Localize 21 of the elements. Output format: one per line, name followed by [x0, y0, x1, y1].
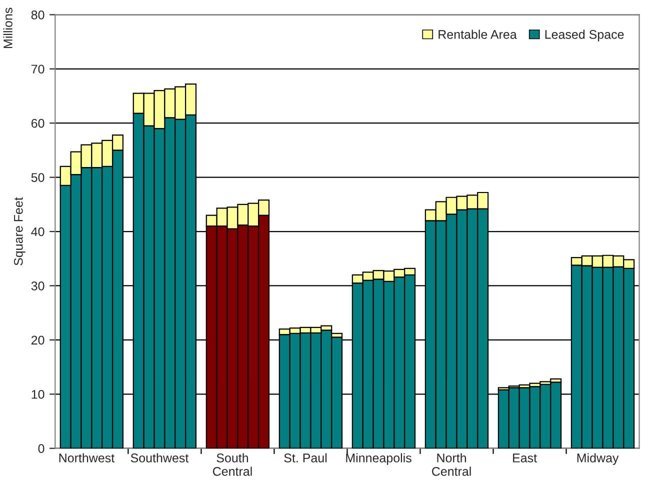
y-tick-label: 30 — [31, 282, 44, 290]
y-tick-label: 10 — [32, 390, 44, 399]
y-axis-title: Square Feet — [14, 197, 26, 266]
legend-label: Rentable Area — [438, 30, 517, 39]
legend-label: Leased Space — [545, 30, 624, 42]
x-tick-label: Midway — [577, 453, 619, 465]
y-tick-label: 80 — [31, 10, 44, 20]
x-tick-label: Northwest — [59, 453, 114, 462]
y-tick-label: 0 — [38, 444, 44, 453]
x-tick-label: East — [513, 454, 537, 462]
x-tick-label: Minneapolis — [346, 453, 412, 465]
x-tick-label: Southwest — [130, 453, 189, 462]
y-tick-label: 50 — [31, 173, 44, 182]
y-tick-label: 40 — [31, 227, 44, 236]
x-tick-label: St. Paul — [284, 453, 327, 462]
text: Millions — [3, 8, 12, 48]
x-tick-label: South Central — [212, 453, 252, 476]
y-tick-label: 70 — [31, 64, 44, 74]
y-tick-label: 60 — [31, 118, 44, 128]
x-tick-label: North Central — [432, 453, 471, 476]
y-tick-label: 20 — [31, 336, 44, 345]
